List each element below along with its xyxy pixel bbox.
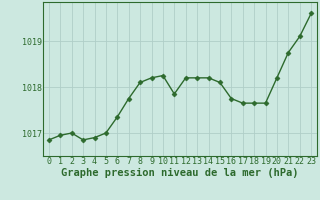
X-axis label: Graphe pression niveau de la mer (hPa): Graphe pression niveau de la mer (hPa): [61, 168, 299, 178]
